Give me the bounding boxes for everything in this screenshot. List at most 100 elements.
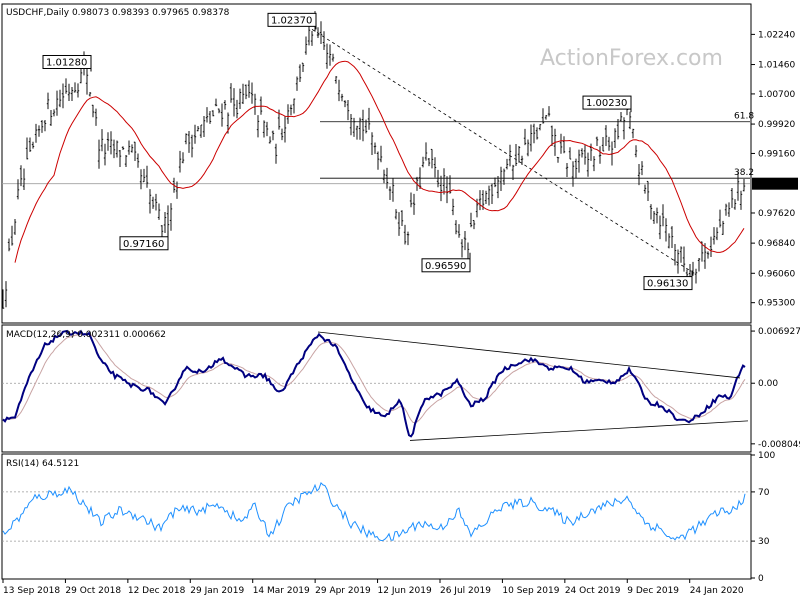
price-bar	[199, 124, 203, 138]
price-bar	[271, 130, 275, 141]
price-bar	[262, 120, 266, 138]
price-bar	[439, 175, 443, 202]
price-bar	[643, 184, 647, 194]
price-series-group: 61.8 38.2 1.01280 0.97160 1.02370 0.96590 1.00…	[1, 11, 754, 309]
price-bar	[727, 202, 731, 217]
price-bar	[403, 224, 407, 245]
price-bar	[595, 136, 599, 147]
price-bar	[139, 169, 143, 190]
price-tick-label: 0.97620	[758, 209, 795, 219]
rsi-tick-label: 100	[758, 451, 775, 461]
price-bar	[400, 210, 404, 227]
price-bar	[619, 112, 623, 122]
price-bar	[583, 145, 587, 165]
price-title: USDCHF,Daily 0.98073 0.98393 0.97965 0.9…	[6, 8, 230, 18]
price-bar	[163, 211, 167, 234]
price-bar	[373, 142, 377, 154]
price-bar	[661, 204, 665, 227]
price-bar	[679, 246, 683, 263]
price-bar	[592, 156, 596, 172]
price-bar	[412, 193, 416, 215]
price-bar	[109, 131, 113, 155]
price-bar	[361, 109, 365, 142]
price-bar	[436, 169, 440, 188]
price-bar	[670, 226, 674, 248]
watermark: ActionForex.com	[540, 46, 723, 71]
price-bar	[523, 128, 527, 146]
price-bar	[256, 115, 260, 138]
price-annotation: 0.96590	[425, 261, 466, 272]
price-bar	[646, 180, 650, 202]
price-bar	[190, 134, 194, 158]
price-bar	[247, 80, 251, 98]
price-bar	[25, 137, 29, 160]
price-bar	[697, 258, 701, 272]
price-bar	[469, 212, 473, 228]
price-bar	[616, 118, 620, 140]
x-tick-label: 29 Oct 2018	[65, 586, 121, 596]
price-bar	[220, 103, 224, 127]
price-bar	[103, 143, 107, 166]
price-bar	[307, 25, 311, 46]
rsi-title: RSI(14) 64.5121	[6, 459, 79, 469]
rsi-series-group	[2, 481, 751, 542]
price-annotation: 0.96130	[647, 279, 688, 290]
price-bar	[289, 104, 293, 116]
price-bar	[49, 109, 53, 126]
price-bar	[328, 44, 332, 66]
price-bar	[427, 157, 431, 167]
price-bar	[511, 164, 515, 180]
price-bar	[601, 137, 605, 152]
price-bar	[136, 153, 140, 168]
price-bar	[442, 168, 446, 195]
price-annotation-box	[42, 54, 92, 69]
price-annotation-box	[421, 258, 471, 273]
price-bar	[232, 88, 236, 117]
axes-group: 1.02240 1.01460 1.00700 0.99920 0.99160 0.983…	[2, 30, 800, 596]
price-bar	[235, 99, 239, 119]
price-bar	[532, 123, 536, 144]
price-bar	[76, 83, 80, 98]
price-bar	[739, 190, 743, 210]
price-bar	[160, 225, 164, 239]
price-bar	[367, 107, 371, 130]
price-bar	[283, 116, 287, 143]
price-bar	[37, 125, 41, 137]
price-bar	[118, 150, 122, 168]
price-tick-label: 0.99160	[758, 149, 795, 159]
price-bar	[550, 125, 554, 146]
price-bar	[406, 231, 410, 246]
price-bar	[565, 163, 569, 177]
price-bar	[628, 111, 632, 130]
price-bar	[73, 82, 77, 93]
price-bar	[712, 227, 716, 245]
price-bar	[292, 98, 296, 114]
price-bar	[409, 192, 413, 208]
price-bar	[265, 121, 269, 137]
price-bar	[157, 203, 161, 220]
price-bar	[634, 145, 638, 158]
price-bar	[178, 150, 182, 173]
price-bar	[448, 175, 452, 194]
price-bar	[343, 100, 347, 108]
price-tick-label: 1.01460	[758, 61, 795, 71]
price-bar	[358, 117, 362, 140]
price-bar	[58, 89, 62, 108]
price-bar	[295, 76, 299, 91]
price-bar	[187, 131, 191, 153]
price-bar	[142, 168, 146, 183]
price-bar	[325, 43, 329, 69]
price-bar	[340, 93, 344, 102]
price-bar	[604, 125, 608, 146]
price-bar	[46, 92, 50, 110]
rsi-panel	[1, 453, 752, 580]
price-bar	[457, 224, 461, 238]
x-tick-label: 24 Jan 2020	[690, 586, 744, 596]
price-bar	[499, 166, 503, 192]
price-bar	[454, 220, 458, 235]
moving-average-line	[14, 60, 745, 263]
price-bar	[214, 98, 218, 107]
price-annotation-box	[582, 95, 632, 110]
price-bar	[28, 137, 32, 152]
price-bar	[529, 124, 533, 152]
